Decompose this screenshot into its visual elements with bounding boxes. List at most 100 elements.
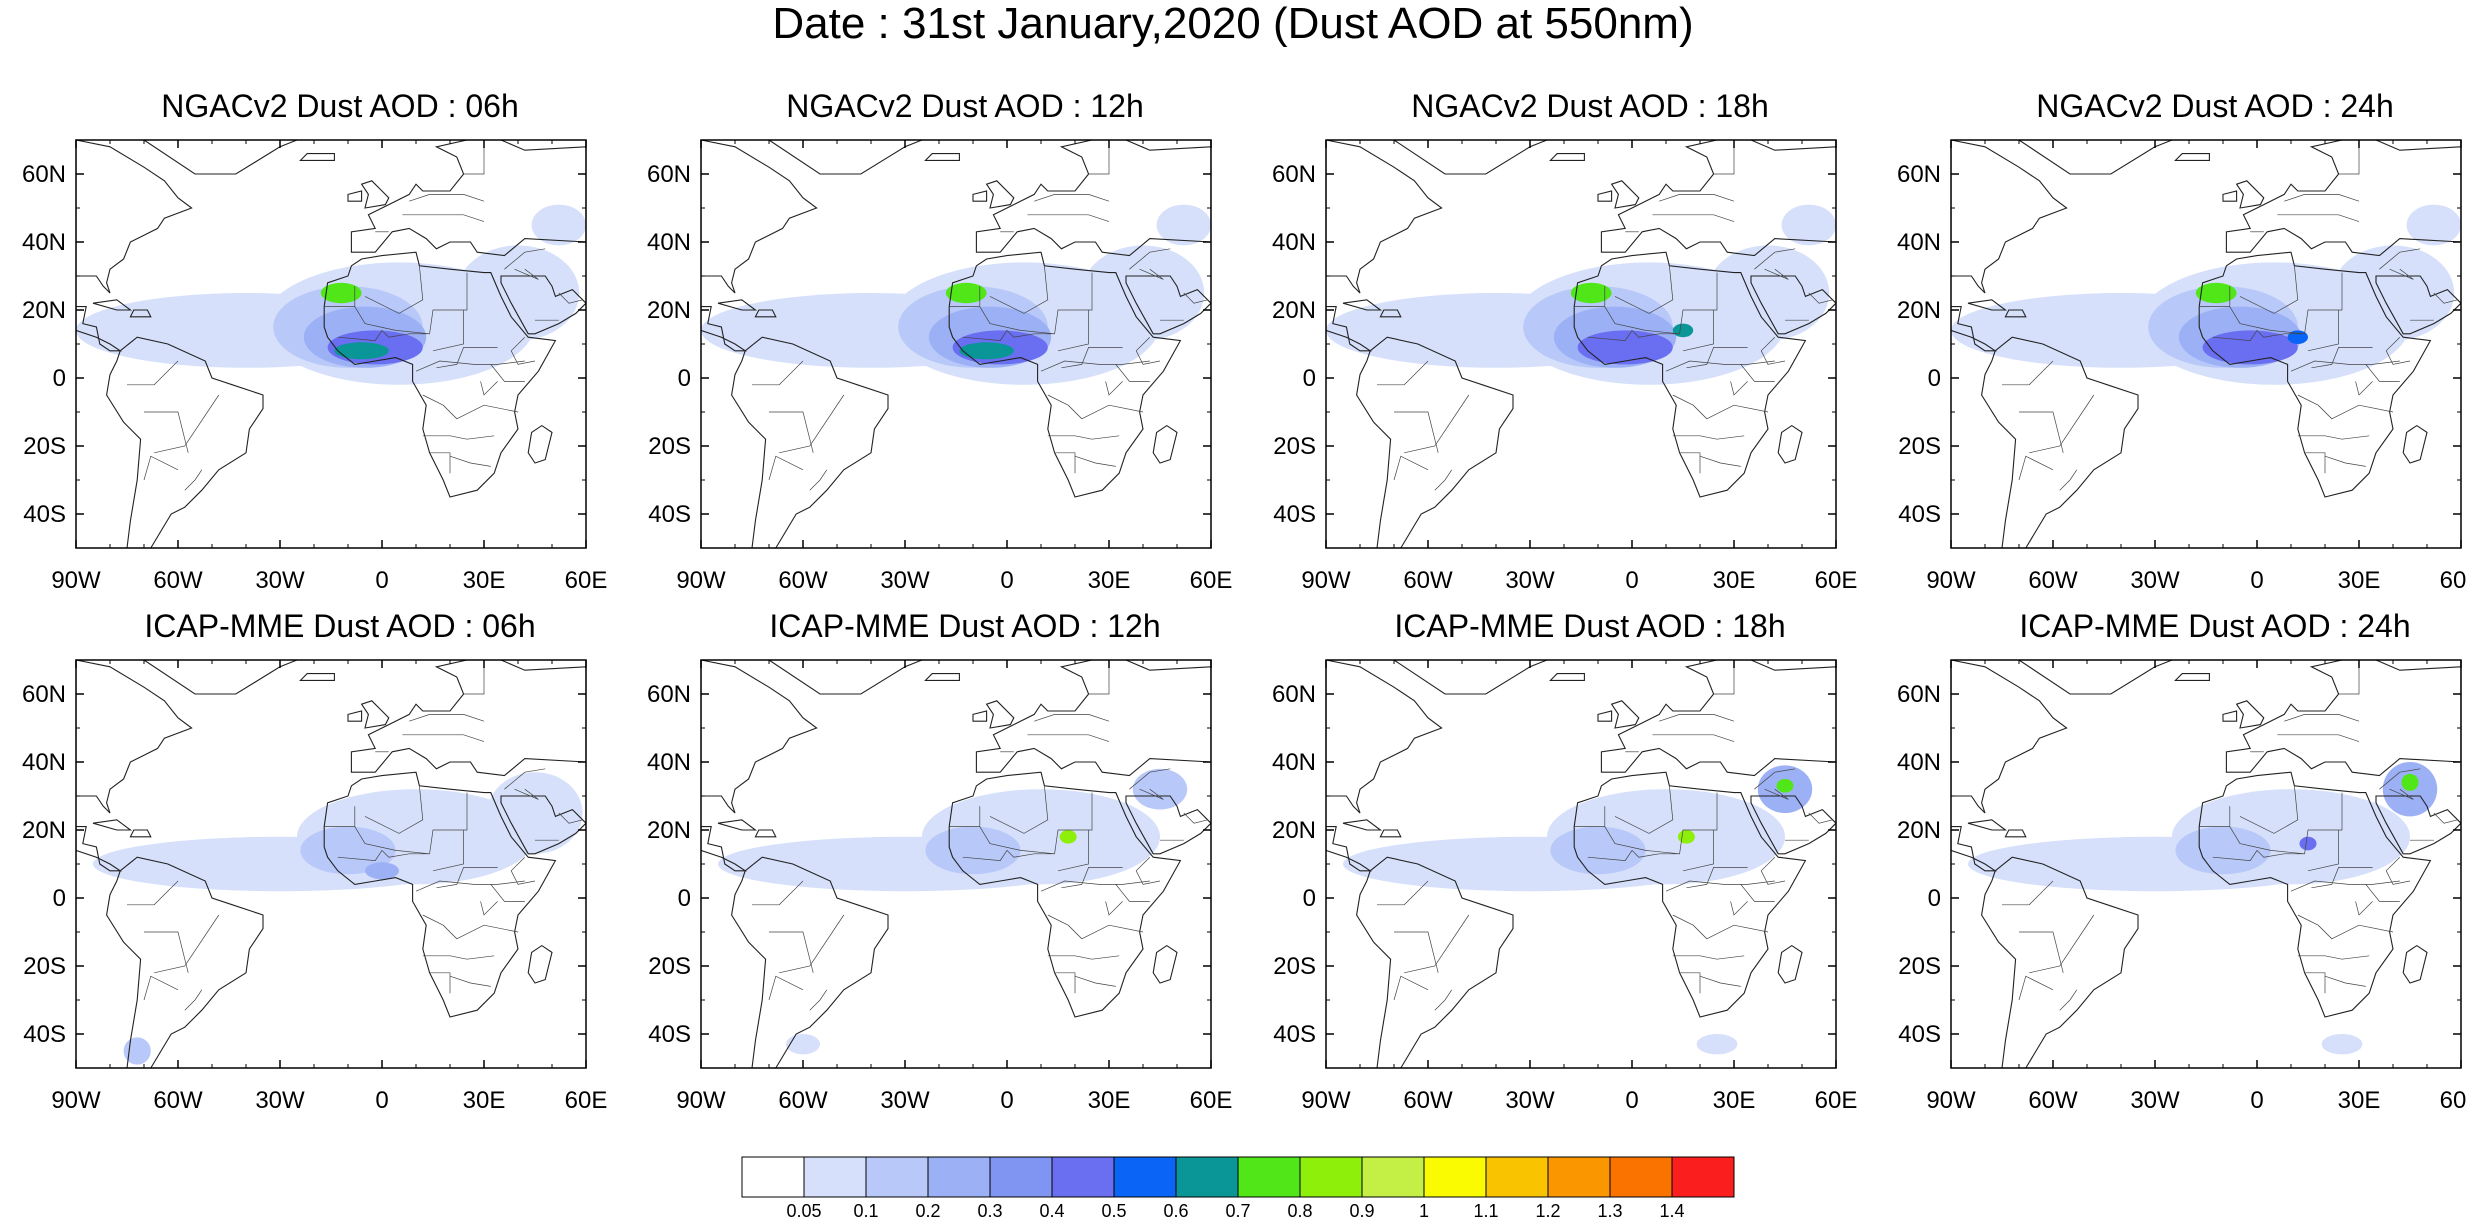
lon-tick-label: 30E bbox=[463, 1087, 506, 1114]
coastline-hispaniola bbox=[1379, 829, 1402, 838]
coastline-northAmerica bbox=[1326, 140, 1443, 294]
coastline-ireland bbox=[972, 190, 988, 202]
coastline-northAmerica bbox=[1326, 660, 1443, 814]
coastline-northAmerica bbox=[76, 140, 193, 294]
aod-plume bbox=[1706, 245, 1830, 341]
lon-tick-label: 90W bbox=[1301, 1087, 1351, 1114]
lon-tick-label: 60W bbox=[778, 1087, 828, 1114]
lon-tick-label: 60W bbox=[153, 567, 203, 594]
country-border bbox=[1047, 914, 1144, 940]
country-border bbox=[1659, 194, 1735, 202]
coastline-centralAmerica bbox=[701, 306, 748, 352]
aod-plume bbox=[334, 342, 389, 360]
panel-title: ICAP-MME Dust AOD : 06h bbox=[144, 608, 536, 644]
country-border bbox=[1699, 455, 1741, 467]
lat-tick-label: 40S bbox=[1273, 1021, 1316, 1048]
colorbar-label: 0.1 bbox=[853, 1201, 878, 1221]
colorbar-label: 0.4 bbox=[1039, 1201, 1064, 1221]
lon-tick-label: 60E bbox=[1190, 1087, 1233, 1114]
lon-tick-label: 30W bbox=[2130, 567, 2180, 594]
aod-plume bbox=[1577, 330, 1673, 365]
aod-plume bbox=[2401, 773, 2419, 791]
country-border bbox=[2290, 880, 2400, 892]
coastline-ireland bbox=[1597, 190, 1613, 202]
country-border bbox=[1679, 972, 1701, 994]
country-border bbox=[949, 792, 1093, 855]
country-border bbox=[1057, 830, 1089, 872]
colorbar-swatch bbox=[1423, 1156, 1487, 1198]
country-border bbox=[1027, 214, 1110, 222]
country-border bbox=[2212, 849, 2305, 861]
lon-tick-label: 0 bbox=[1625, 1087, 1638, 1114]
panel-icap-12h: ICAP-MME Dust AOD : 12h 60N 40N 20N 0 20S 40S… bbox=[647, 608, 1245, 1153]
coastline-greenland bbox=[2018, 140, 2173, 175]
country-border bbox=[1088, 660, 1110, 695]
aod-plume bbox=[2175, 826, 2271, 875]
colorbar-label: 0.5 bbox=[1101, 1201, 1126, 1221]
country-border bbox=[2355, 901, 2373, 916]
colorbar-swatch bbox=[803, 1156, 867, 1198]
country-border bbox=[2338, 140, 2360, 175]
country-border bbox=[514, 788, 539, 800]
coastline-arabia bbox=[1125, 795, 1211, 855]
coastline-africa bbox=[1573, 251, 1807, 498]
coastline-ireland bbox=[972, 710, 988, 722]
coastline-madagascar bbox=[1152, 424, 1178, 464]
coastline-africa bbox=[948, 771, 1182, 1018]
country-border bbox=[1061, 347, 1123, 369]
country-border bbox=[432, 310, 464, 352]
country-border bbox=[2379, 768, 2421, 790]
country-border bbox=[1393, 975, 1429, 1001]
country-border bbox=[1740, 364, 1775, 382]
panel-title: ICAP-MME Dust AOD : 18h bbox=[1394, 608, 1786, 644]
lon-tick-label: 60W bbox=[778, 567, 828, 594]
panel-ngacv2-18h: NGACv2 Dust AOD : 18h 60N 40N 20N 0 20S 40S 90… bbox=[1272, 88, 1870, 633]
country-border bbox=[1074, 455, 1116, 467]
coastline-madagascar bbox=[527, 424, 553, 464]
colorbar-label: 0.7 bbox=[1225, 1201, 1250, 1221]
lat-tick-label: 40N bbox=[647, 229, 691, 256]
coastline-hispaniola bbox=[754, 829, 777, 838]
panel-icap-18h: ICAP-MME Dust AOD : 18h 60N 40N 20N 0 20S 40S… bbox=[1272, 608, 1870, 1153]
country-border bbox=[1027, 734, 1110, 742]
country-border bbox=[768, 975, 804, 1001]
country-border bbox=[1115, 364, 1150, 382]
country-border bbox=[1034, 194, 1110, 202]
country-border bbox=[324, 792, 468, 855]
coastline-hispaniola bbox=[2004, 309, 2027, 318]
lon-tick-label: 60E bbox=[2440, 1087, 2466, 1114]
coastline-greenland bbox=[143, 660, 298, 695]
lat-tick-label: 40S bbox=[23, 501, 66, 528]
lat-tick-label: 60N bbox=[1897, 161, 1941, 188]
country-border bbox=[809, 469, 828, 491]
lon-tick-label: 60E bbox=[565, 1087, 608, 1114]
lon-tick-label: 0 bbox=[1000, 1087, 1013, 1114]
country-border bbox=[949, 272, 1093, 335]
lon-tick-label: 30W bbox=[255, 1087, 305, 1114]
map-area bbox=[76, 140, 586, 548]
aod-plume bbox=[2321, 1034, 2363, 1055]
aod-plume bbox=[365, 862, 399, 880]
country-border bbox=[2239, 785, 2299, 834]
colorbar-label: 0.6 bbox=[1163, 1201, 1188, 1221]
aod-plume bbox=[2195, 282, 2237, 304]
lon-tick-label: 30W bbox=[255, 567, 305, 594]
country-border bbox=[1139, 268, 1164, 280]
country-border bbox=[1808, 812, 1833, 824]
country-border bbox=[143, 975, 179, 1001]
lon-tick-label: 90W bbox=[51, 567, 101, 594]
country-border bbox=[415, 360, 525, 372]
aod-plume bbox=[2331, 245, 2455, 341]
country-border bbox=[1040, 360, 1150, 372]
country-border bbox=[2355, 381, 2373, 396]
coastline-cuba bbox=[1967, 299, 2008, 311]
coastline-centralAmerica bbox=[1326, 826, 1373, 872]
country-border bbox=[510, 336, 536, 365]
country-border bbox=[2389, 788, 2414, 800]
colorbar-swatch bbox=[1113, 1156, 1177, 1198]
country-border bbox=[1057, 310, 1089, 352]
country-border bbox=[1129, 248, 1171, 270]
lon-tick-label: 60E bbox=[1190, 567, 1233, 594]
country-border bbox=[2284, 714, 2360, 722]
colorbar-label: 1.1 bbox=[1473, 1201, 1498, 1221]
